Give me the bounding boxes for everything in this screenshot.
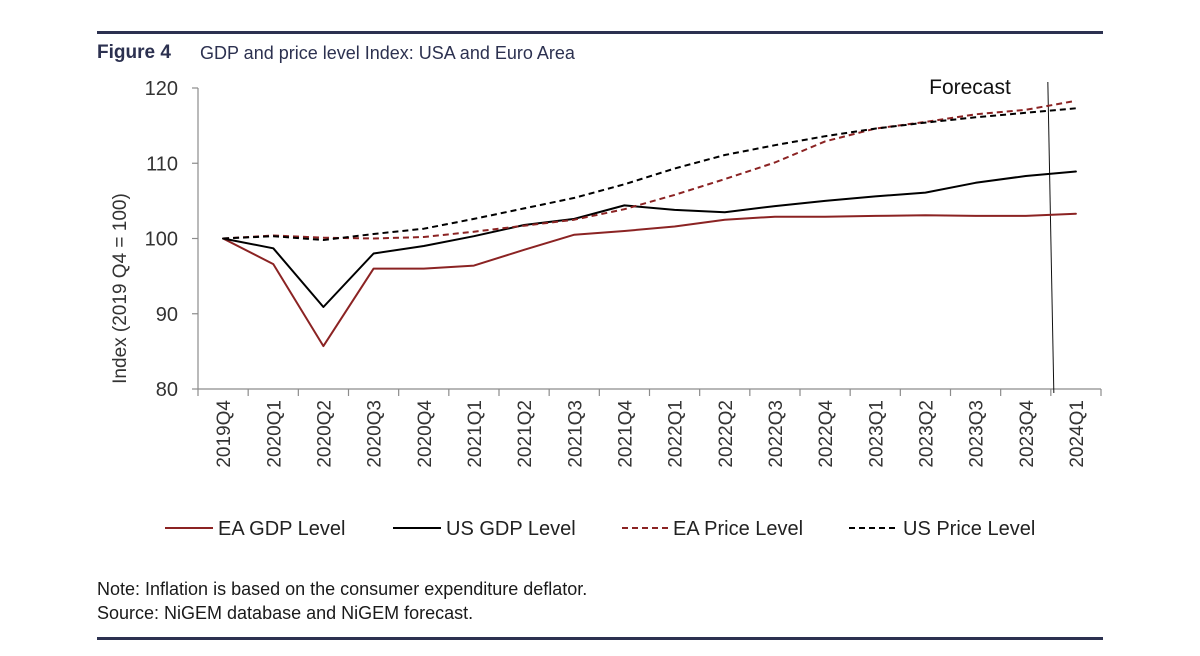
x-tick-label: 2020Q4 bbox=[415, 400, 436, 468]
x-tick-label: 2021Q4 bbox=[615, 400, 636, 468]
x-tick-label: 2020Q3 bbox=[365, 400, 386, 468]
y-tick-label: 100 bbox=[145, 229, 178, 251]
x-tick-label: 2020Q1 bbox=[264, 400, 285, 468]
y-tick-label: 120 bbox=[145, 78, 178, 100]
y-tick-label: 110 bbox=[146, 153, 178, 175]
x-tick-label: 2020Q2 bbox=[314, 400, 335, 468]
legend-label: US GDP Level bbox=[446, 518, 576, 540]
source-text: Source: NiGEM database and NiGEM forecas… bbox=[97, 603, 474, 623]
series-line-us-gdp-level bbox=[222, 170, 1077, 308]
x-tick-label: 2021Q1 bbox=[465, 400, 486, 468]
chart-series bbox=[222, 99, 1077, 348]
legend-label: US Price Level bbox=[903, 518, 1035, 540]
note-text: Note: Inflation is based on the consumer… bbox=[97, 579, 588, 599]
bottom-rule bbox=[97, 637, 1103, 640]
y-tick-label: 90 bbox=[156, 304, 178, 326]
x-tick-label: 2022Q1 bbox=[666, 400, 687, 468]
top-rule bbox=[97, 31, 1103, 34]
series-line-us-price-level bbox=[223, 107, 1076, 241]
x-tick-label: 2023Q3 bbox=[967, 400, 988, 468]
legend-label: EA GDP Level bbox=[218, 518, 345, 540]
chart-axes: 80 90 100 110 120 Index (2019 Q4 = 100) 2019Q4… bbox=[110, 76, 1102, 468]
x-tick-label: 2023Q1 bbox=[866, 400, 887, 468]
y-tick-label: 80 bbox=[156, 379, 178, 401]
x-tick-label: 2023Q4 bbox=[1017, 400, 1038, 468]
figure-label: Figure 4 bbox=[97, 42, 171, 63]
forecast-annotation: Forecast bbox=[929, 76, 1011, 99]
x-tick-label: 2023Q2 bbox=[916, 400, 937, 468]
forecast-divider bbox=[1047, 81, 1055, 394]
series-line-ea-gdp-level bbox=[222, 212, 1077, 348]
chart-legend: EA GDP Level US GDP Level EA Price Level US… bbox=[165, 518, 1035, 540]
x-tick-label: 2022Q3 bbox=[766, 400, 787, 468]
figure-title: GDP and price level Index: USA and Euro … bbox=[200, 43, 575, 63]
y-axis-label: Index (2019 Q4 = 100) bbox=[110, 193, 131, 384]
x-tick-label: 2022Q4 bbox=[816, 400, 837, 468]
x-tick-label: 2019Q4 bbox=[214, 400, 235, 468]
legend-label: EA Price Level bbox=[673, 518, 803, 540]
x-tick-label: 2021Q2 bbox=[515, 400, 536, 468]
series-line-ea-price-level bbox=[223, 99, 1077, 240]
x-tick-label: 2022Q2 bbox=[716, 400, 737, 468]
chart-notes: Note: Inflation is based on the consumer… bbox=[97, 577, 587, 625]
x-tick-label: 2021Q3 bbox=[565, 400, 586, 468]
x-tick-label: 2024Q1 bbox=[1067, 400, 1088, 468]
